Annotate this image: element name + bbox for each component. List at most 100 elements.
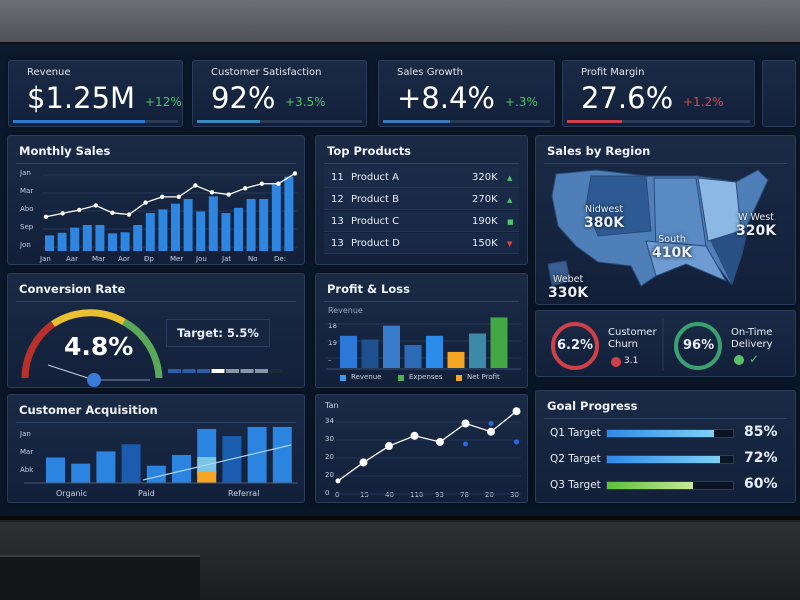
kpi-value: 27.6% <box>581 81 674 115</box>
sales-bar <box>208 196 218 251</box>
divider <box>16 163 296 164</box>
product-name: Product C <box>351 216 400 227</box>
sales-point <box>292 171 298 176</box>
sales-point <box>193 183 198 188</box>
goal-progress-fill <box>607 430 715 437</box>
x-tick-label: Organic <box>56 489 88 498</box>
product-rank: 12 <box>331 194 344 205</box>
legend-label: Revenue <box>351 373 382 381</box>
acquisition-bar-segment <box>197 471 217 483</box>
target-segment <box>255 369 268 373</box>
x-tick-label: 110 <box>410 491 424 499</box>
line-chart <box>335 407 521 495</box>
monthly-sales-panel: Monthly Sales Jan Mar Abo Sep Jon Jan Aar Mar Ao… <box>7 135 305 265</box>
churn-label: Churn <box>608 339 638 350</box>
kpi-change: +3.5% <box>285 95 326 109</box>
product-rank: 13 <box>331 216 344 227</box>
region-value: 320K <box>736 223 777 239</box>
goal-value: 60% <box>744 476 778 492</box>
goal-progress-panel: Goal Progress Q1 Target 85% Q2 Target 72% Q3… <box>535 390 796 503</box>
x-tick-label: Referral <box>228 489 260 498</box>
legend-swatch <box>398 375 404 381</box>
panel-title: Customer Acquisition <box>19 403 158 417</box>
acquisition-bar <box>46 457 65 483</box>
pnl-bar <box>426 335 443 368</box>
x-tick-label: Jan <box>40 255 51 263</box>
sales-bar <box>57 232 67 251</box>
line-chart-panel: Tan 34 30 20 20 0 0 15 40 110 93 78 20 30 <box>315 394 528 503</box>
y-tick-label: 18 <box>328 322 337 330</box>
region-label: South 410K <box>652 234 692 261</box>
sales-bar <box>82 225 92 251</box>
us-map <box>547 169 769 287</box>
pnl-bar <box>361 339 379 368</box>
product-row[interactable]: 13 Product D 150K ▼ <box>324 233 519 254</box>
region-label: Webet 330K <box>548 274 588 301</box>
sales-bar <box>95 225 105 251</box>
pnl-bar <box>404 345 422 368</box>
secondary-point <box>514 439 519 445</box>
line-point <box>487 427 495 436</box>
sales-bar <box>196 211 206 251</box>
goal-progress-fill <box>607 482 693 489</box>
goal-label: Q1 Target <box>550 427 601 439</box>
acquisition-bar <box>247 426 267 483</box>
divider <box>16 422 296 423</box>
sales-bar <box>259 199 269 251</box>
goal-progress-bar <box>606 429 734 438</box>
panel-title: Top Products <box>327 144 412 158</box>
product-row[interactable]: 11 Product A 320K ▲ <box>324 167 519 188</box>
profit-loss-panel: Profit & Loss Revenue 18 19 – Revenue Expen… <box>315 273 528 388</box>
kpi-progress <box>383 120 550 123</box>
y-tick-label: Jan <box>20 430 31 438</box>
pnl-chart <box>326 317 521 370</box>
region-label: W West 320K <box>736 212 776 239</box>
kpi-progress <box>197 120 362 123</box>
product-row[interactable]: 12 Product B 270K ▲ <box>324 189 519 210</box>
kpi-card: Customer Satisfaction 92% +3.5% <box>192 60 367 127</box>
top-products-panel: Top Products 11 Product A 320K ▲ 12 Product B… <box>315 135 528 265</box>
acquisition-bar <box>272 426 292 483</box>
sales-bar <box>246 199 256 251</box>
line-point <box>410 431 419 440</box>
pnl-bar <box>340 335 357 368</box>
panel-title: Goal Progress <box>547 399 638 413</box>
y-tick-label: 30 <box>325 435 334 443</box>
trend-up-icon: ▲ <box>507 196 513 204</box>
divider <box>544 163 787 164</box>
x-tick-label: De: <box>274 255 287 263</box>
kpi-rings <box>551 319 744 371</box>
chart-title: Tan <box>325 401 339 410</box>
x-tick-label: 40 <box>385 491 394 499</box>
acquisition-bar <box>121 444 141 483</box>
x-tick-label: No <box>248 255 258 263</box>
y-tick-label: Jon <box>20 241 31 249</box>
pnl-bar <box>490 317 508 368</box>
product-value: 270K <box>472 194 498 205</box>
panel-title: Conversion Rate <box>19 282 126 296</box>
kpi-change: +12% <box>145 95 182 109</box>
check-icon: ✓ <box>749 352 760 366</box>
x-tick-label: 0 <box>335 491 340 499</box>
kpi-value: 92% <box>211 81 276 115</box>
legend-swatch <box>340 375 346 381</box>
kpi-value: +8.4% <box>397 81 495 115</box>
y-tick-label: Mar <box>20 448 34 456</box>
x-tick-label: Jou <box>196 255 207 263</box>
sales-bar <box>108 233 117 251</box>
region-name: W West <box>738 212 774 223</box>
sales-bar <box>133 225 143 251</box>
sales-bar <box>183 199 193 251</box>
x-tick-label: Mer <box>170 255 184 263</box>
product-row[interactable]: 13 Product C 190K ■ <box>324 211 519 232</box>
target-segment <box>226 369 239 373</box>
target-segment <box>211 369 225 373</box>
delivery-value: 96% <box>683 338 715 353</box>
target-segment <box>197 369 210 373</box>
product-name: Product A <box>351 172 399 183</box>
sales-point <box>176 194 181 200</box>
delivery-label: Delivery <box>731 339 773 350</box>
region-value: 330K <box>548 285 589 301</box>
product-name: Product B <box>351 194 400 205</box>
product-rank: 13 <box>331 238 344 249</box>
